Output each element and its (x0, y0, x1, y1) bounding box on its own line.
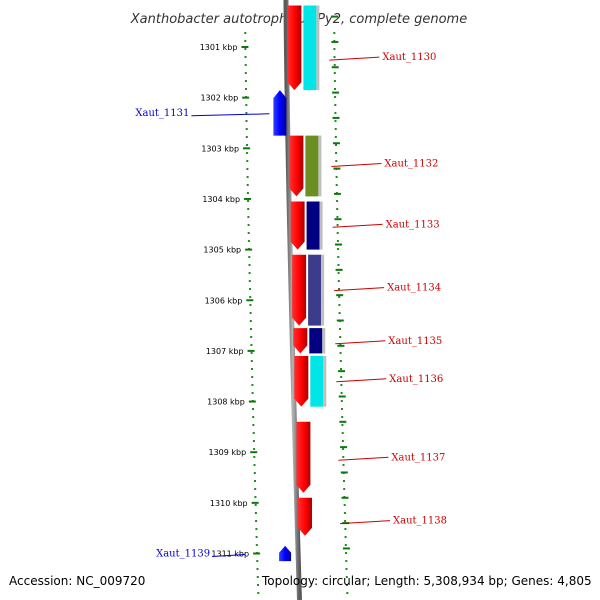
tick-mark-right (332, 91, 340, 94)
tick-mark-left (245, 248, 253, 251)
gene-label-xaut_1139[interactable]: Xaut_1139 (156, 549, 210, 560)
accession-text: Accession: NC_009720 (9, 574, 146, 588)
annotation-block-xaut_1135 (309, 328, 323, 354)
genome-backbone (283, 0, 302, 600)
tick-mark-right (338, 370, 346, 373)
annotation-edge-xaut_1133 (319, 201, 323, 250)
tick-mark-right (339, 420, 347, 423)
annotation-block-xaut_1132 (305, 135, 319, 197)
tick-mark-right (332, 116, 340, 119)
tick-mark-right (336, 294, 344, 297)
tick-mark-right (341, 496, 349, 499)
gene-label-xaut_1138[interactable]: Xaut_1138 (393, 516, 447, 527)
tick-mark-left (251, 501, 259, 504)
gene-arrow-xaut_1135[interactable] (293, 328, 308, 354)
tick-label: 1310 kbp (210, 499, 248, 508)
tick-label: 1305 kbp (203, 246, 241, 255)
annotation-edge-xaut_1136 (323, 356, 327, 407)
gene-label-xaut_1136[interactable]: Xaut_1136 (389, 374, 443, 385)
annotation-edge-xaut_1134 (321, 254, 325, 326)
tick-label: 1311 kbp (211, 550, 249, 559)
gene-arrow-xaut_1138[interactable] (298, 497, 312, 536)
gene-label-xaut_1132[interactable]: Xaut_1132 (384, 159, 438, 170)
leader-line-xaut_1132 (331, 163, 382, 167)
tick-label: 1304 kbp (202, 195, 240, 204)
leader-line-xaut_1139 (212, 554, 246, 557)
tick-mark-right (333, 192, 341, 195)
leader-line-xaut_1137 (338, 456, 389, 461)
leader-line-xaut_1133 (332, 223, 383, 228)
tick-mark-right (331, 66, 339, 69)
gene-label-xaut_1131[interactable]: Xaut_1131 (135, 108, 189, 119)
tick-mark-left (253, 552, 261, 555)
annotation-block-xaut_1130 (303, 5, 317, 91)
tick-mark-right (342, 547, 350, 550)
leader-line-xaut_1136 (336, 378, 387, 383)
annotation-edge-xaut_1135 (322, 328, 326, 354)
gene-arrow-xaut_1137[interactable] (296, 421, 311, 493)
tick-label: 1303 kbp (201, 144, 239, 153)
leader-line-xaut_1134 (334, 287, 385, 292)
tick-mark-right (336, 319, 344, 322)
tick-mark-right (334, 218, 342, 221)
tick-mark-left (246, 299, 254, 302)
tick-label: 1302 kbp (200, 94, 238, 103)
gene-labels: Xaut_1130 Xaut_1131 Xaut_1132 Xaut_1133 Xaut… (135, 52, 447, 559)
tick-mark-left (241, 46, 249, 48)
gene-label-xaut_1133[interactable]: Xaut_1133 (386, 219, 440, 230)
gene-arrow-xaut_1139[interactable] (279, 545, 292, 562)
tick-mark-right (335, 243, 343, 246)
tick-mark-left (243, 147, 251, 150)
annotation-block-xaut_1136 (310, 356, 324, 407)
leader-line-xaut_1130 (329, 56, 380, 61)
gene-features (273, 5, 327, 562)
tick-mark-right (331, 15, 339, 18)
tick-mark-right (333, 167, 341, 170)
annotation-edge-xaut_1132 (318, 135, 322, 197)
leader-line-xaut_1131 (191, 113, 270, 117)
tick-mark-left (250, 451, 258, 454)
guide-dots-right (333, 32, 349, 594)
tick-mark-right (332, 142, 340, 145)
tick-label: 1308 kbp (207, 398, 245, 407)
gene-arrow-xaut_1136[interactable] (294, 356, 309, 407)
gene-arrow-xaut_1133[interactable] (290, 201, 305, 250)
axis-ticks: 1301 kbp 1302 kbp 1303 kbp 1304 kbp 1305 kbp… (200, 15, 350, 559)
grid-guides (244, 32, 349, 594)
tick-label: 1309 kbp (209, 448, 247, 457)
tick-label: 1301 kbp (200, 43, 238, 52)
topology-text: Topology: circular; Length: 5,308,934 bp… (262, 574, 592, 588)
tick-mark-right (340, 471, 348, 474)
tick-mark-right (338, 395, 346, 398)
annotation-block-xaut_1134 (308, 254, 322, 326)
gene-arrow-xaut_1130[interactable] (287, 5, 302, 91)
tick-mark-left (244, 197, 252, 200)
guide-dots-left (244, 32, 260, 594)
leader-line-xaut_1135 (335, 340, 386, 345)
tick-mark-right (331, 40, 339, 43)
tick-label: 1306 kbp (205, 296, 243, 305)
tick-label: 1307 kbp (206, 347, 244, 356)
tick-mark-right (337, 344, 345, 347)
gene-arrow-xaut_1132[interactable] (289, 135, 304, 197)
tick-mark-right (335, 268, 343, 271)
annotation-block-xaut_1133 (306, 201, 320, 250)
tick-mark-left (242, 96, 250, 99)
gene-label-xaut_1135[interactable]: Xaut_1135 (388, 336, 442, 347)
leader-line-xaut_1138 (339, 520, 391, 525)
gene-arrow-xaut_1134[interactable] (292, 254, 307, 326)
gene-label-xaut_1130[interactable]: Xaut_1130 (382, 52, 436, 63)
gene-label-xaut_1137[interactable]: Xaut_1137 (391, 452, 445, 463)
gene-arrow-xaut_1131[interactable] (273, 90, 287, 136)
tick-mark-left (248, 400, 256, 403)
gene-label-xaut_1134[interactable]: Xaut_1134 (387, 283, 441, 294)
tick-mark-left (247, 349, 255, 352)
tick-mark-right (340, 446, 348, 449)
annotation-edge-xaut_1130 (316, 5, 320, 91)
